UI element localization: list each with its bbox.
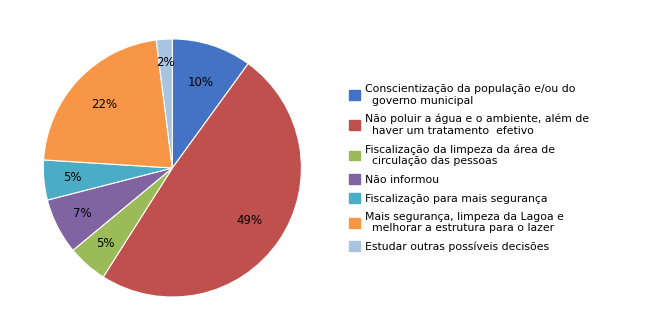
Text: 22%: 22% <box>91 98 118 111</box>
Wedge shape <box>43 160 172 200</box>
Wedge shape <box>48 168 172 250</box>
Wedge shape <box>172 39 248 168</box>
Text: 49%: 49% <box>236 214 263 227</box>
Legend: Conscientização da população e/ou do
  governo municipal, Não poluir a água e o : Conscientização da população e/ou do gov… <box>345 81 593 255</box>
Wedge shape <box>73 168 172 277</box>
Wedge shape <box>103 64 302 297</box>
Text: 2%: 2% <box>156 56 175 69</box>
Text: 5%: 5% <box>97 237 115 250</box>
Wedge shape <box>156 39 172 168</box>
Text: 10%: 10% <box>187 76 213 89</box>
Text: 7%: 7% <box>74 207 92 220</box>
Text: 5%: 5% <box>63 171 82 184</box>
Wedge shape <box>44 40 172 168</box>
